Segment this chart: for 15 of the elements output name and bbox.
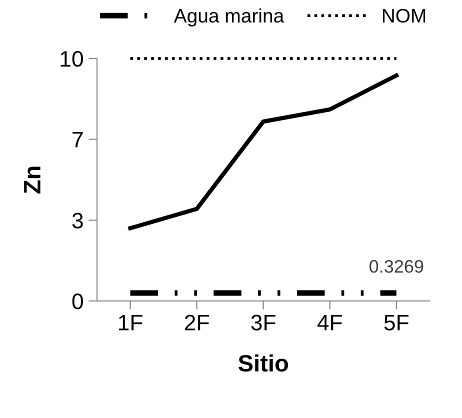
x-axis-title: Sitio xyxy=(238,354,288,372)
legend-label: NOM xyxy=(382,8,426,23)
y-tick-label: 0 xyxy=(72,293,83,310)
y-tick-label: 3 xyxy=(72,212,83,228)
x-tick-label: 3F xyxy=(251,314,276,330)
legend-label: Agua marina xyxy=(174,8,284,26)
x-tick-label: 4F xyxy=(317,314,342,330)
x-tick-label: 1F xyxy=(119,314,142,330)
x-tick-label: 2F xyxy=(184,314,209,330)
y-tick-label: 7 xyxy=(72,132,83,148)
data-label: 0.3269 xyxy=(369,260,424,273)
line-series xyxy=(128,73,398,230)
y-axis-title: Zn xyxy=(24,166,40,194)
y-tick-label: 10 xyxy=(60,51,83,67)
x-tick-label: 5F xyxy=(384,314,408,330)
